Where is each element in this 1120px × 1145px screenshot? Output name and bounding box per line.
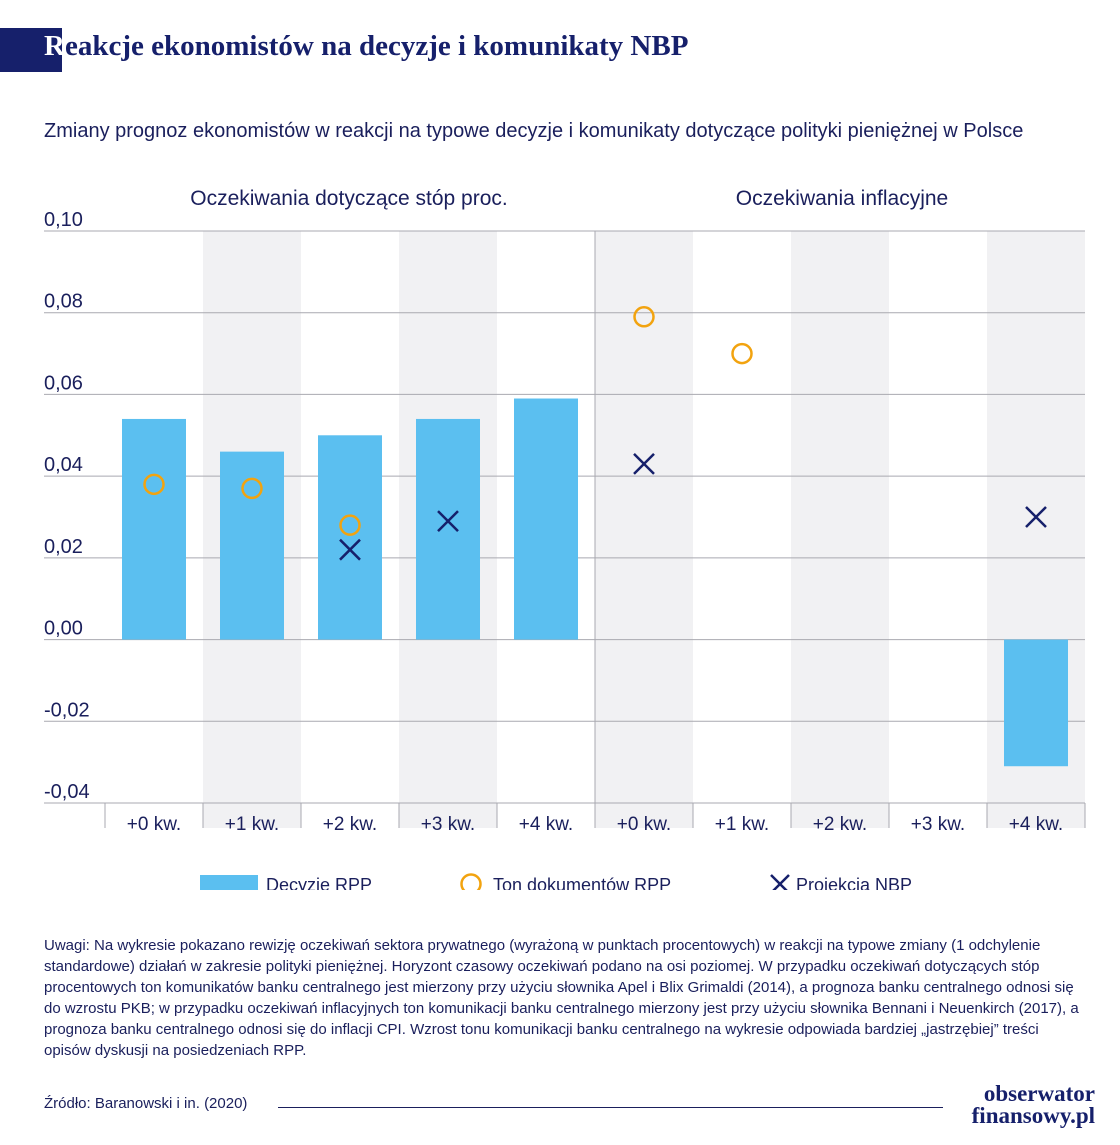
legend-label: Projekcja NBP bbox=[796, 875, 912, 890]
x-tick-label: +1 kw. bbox=[225, 814, 279, 835]
source-text: Źródło: Baranowski i in. (2020) bbox=[44, 1095, 248, 1112]
x-tick-label: +0 kw. bbox=[617, 814, 671, 835]
shaded-column bbox=[791, 231, 889, 828]
source-divider bbox=[278, 1107, 943, 1108]
x-tick-label: +3 kw. bbox=[421, 814, 475, 835]
x-tick-label: +2 kw. bbox=[323, 814, 377, 835]
y-tick-label: -0,04 bbox=[44, 781, 90, 803]
x-tick-label: +0 kw. bbox=[127, 814, 181, 835]
chart-area: 0,10 0,08 0,06 0,04 0,02 0,00 -0,02 -0,04 Oczeki… bbox=[0, 170, 1120, 895]
circle-marker bbox=[339, 514, 361, 536]
cross-marker bbox=[633, 453, 655, 475]
x-tick-label: +4 kw. bbox=[1009, 814, 1063, 835]
circle-marker bbox=[633, 306, 655, 328]
title-first-letter: R bbox=[44, 30, 65, 62]
brand-logo: obserwator finansowy.pl bbox=[955, 1081, 1095, 1128]
cross-marker bbox=[1025, 506, 1047, 528]
bar bbox=[220, 451, 284, 640]
x-tick-label: +4 kw. bbox=[519, 814, 573, 835]
panel-title: Oczekiwania dotyczące stóp proc. bbox=[190, 187, 507, 210]
bar bbox=[416, 418, 480, 640]
x-tick-label: +1 kw. bbox=[715, 814, 769, 835]
y-tick-label: 0,00 bbox=[44, 618, 83, 640]
y-tick-label: -0,02 bbox=[44, 699, 90, 721]
bar bbox=[514, 398, 578, 640]
logo-line-2: finansowy.pl bbox=[971, 1103, 1095, 1128]
bar bbox=[318, 435, 382, 640]
cross-marker bbox=[437, 510, 459, 532]
panel-title: Oczekiwania inflacyjne bbox=[736, 187, 948, 210]
bar bbox=[1004, 639, 1068, 767]
legend-circle-swatch bbox=[460, 873, 482, 895]
chart-svg: 0,10 0,08 0,06 0,04 0,02 0,00 -0,02 -0,04 Oczeki… bbox=[44, 187, 1086, 895]
y-tick-label: 0,02 bbox=[44, 536, 83, 558]
chart-notes: Uwagi: Na wykresie pokazano rewizję ocze… bbox=[44, 937, 1079, 1059]
x-tick-label: +3 kw. bbox=[911, 814, 965, 835]
logo-line-1: obserwator bbox=[983, 1081, 1095, 1106]
bar bbox=[122, 418, 186, 640]
x-tick-label: +2 kw. bbox=[813, 814, 867, 835]
circle-marker bbox=[241, 477, 263, 500]
legend-label: Decyzje RPP bbox=[266, 875, 372, 890]
cross-marker bbox=[339, 538, 361, 561]
circle-marker bbox=[731, 342, 753, 365]
shaded-column bbox=[595, 231, 693, 828]
y-tick-label: 0,06 bbox=[44, 372, 83, 394]
y-tick-label: 0,04 bbox=[44, 454, 83, 476]
title-text: eakcje ekonomistów na decyzje i komunika… bbox=[64, 30, 689, 62]
chart-subtitle: Zmiany prognoz ekonomistów w reakcji na … bbox=[44, 120, 1024, 142]
circle-marker bbox=[143, 473, 165, 496]
page-title: Reakcje ekonomistów na decyzje i komunik… bbox=[44, 30, 688, 63]
y-tick-label: 0,08 bbox=[44, 291, 83, 313]
legend-cross-swatch bbox=[770, 874, 790, 894]
y-tick-label: 0,10 bbox=[44, 209, 83, 231]
legend-bar-swatch bbox=[200, 875, 258, 893]
title-accent-bar bbox=[0, 28, 62, 72]
legend-label: Ton dokumentów RPP bbox=[493, 875, 671, 890]
